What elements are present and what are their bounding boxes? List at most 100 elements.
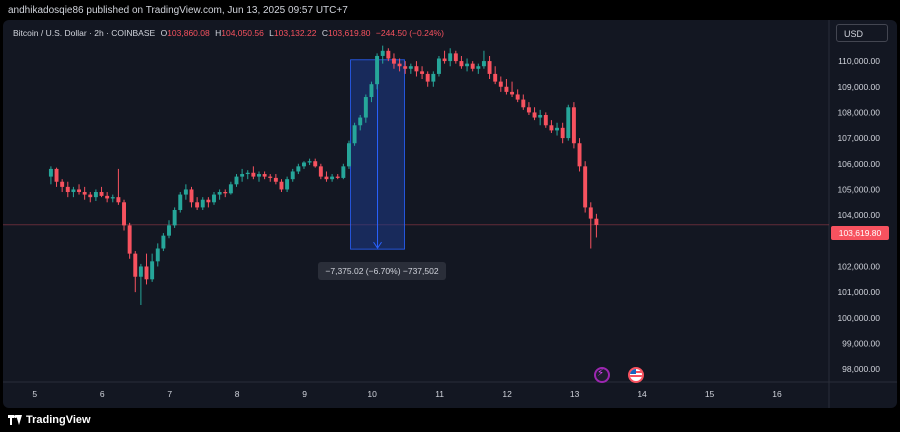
time-axis: 5 6 7 8 9 10 11 12 13 14 15 16 — [32, 389, 782, 399]
candle-body — [223, 192, 228, 194]
candle-body — [588, 207, 593, 219]
candle-body — [425, 73, 430, 82]
tradingview-logo[interactable]: TradingView — [8, 414, 91, 426]
candle-body — [296, 166, 301, 172]
candle-body — [555, 127, 560, 131]
y-tick-label: 107,000.00 — [837, 133, 880, 143]
candle-body — [543, 114, 548, 126]
candle-body — [48, 168, 53, 177]
candle-body — [493, 73, 498, 82]
candle-body — [234, 176, 239, 185]
candle-body — [217, 192, 222, 195]
candle-body — [532, 112, 537, 118]
y-tick-label: 100,000.00 — [837, 313, 880, 323]
chart-panel[interactable]: 111,000.00110,000.00109,000.00108,000.00… — [3, 20, 897, 408]
candle-body — [397, 63, 402, 67]
x-tick-label: 15 — [705, 389, 715, 399]
candle-body — [414, 66, 419, 72]
open-label: O — [160, 28, 168, 38]
y-tick-label: 98,000.00 — [842, 364, 880, 374]
x-tick-label: 14 — [637, 389, 647, 399]
candle-body — [206, 199, 211, 203]
candle-body — [167, 225, 171, 236]
lightning-event-icon[interactable] — [594, 367, 610, 383]
candle-body — [313, 161, 318, 167]
open-value: 103,860.08 — [167, 28, 210, 38]
candle-body — [571, 107, 576, 144]
x-tick-label: 5 — [32, 389, 37, 399]
y-tick-label: 101,000.00 — [837, 287, 880, 297]
candle-body — [470, 63, 475, 69]
x-tick-label: 11 — [435, 389, 444, 399]
candle-body — [251, 172, 256, 177]
y-tick-label: 110,000.00 — [838, 56, 880, 66]
candle-body — [257, 174, 261, 177]
candle-body — [476, 66, 481, 69]
candle-body — [510, 91, 515, 95]
candlestick-chart[interactable]: 111,000.00110,000.00109,000.00108,000.00… — [3, 20, 897, 408]
candle-body — [183, 189, 188, 195]
candle-body — [487, 61, 492, 74]
candle-body — [549, 125, 554, 131]
grid — [3, 20, 897, 408]
candle-body — [515, 94, 520, 100]
current-price-tag: 103,619.80 — [831, 226, 889, 240]
measure-tool — [350, 59, 405, 250]
candle-body — [172, 209, 177, 226]
us-flag-event-icon[interactable] — [628, 367, 644, 383]
close-label: C — [321, 28, 328, 38]
currency-button[interactable]: USD — [836, 24, 888, 42]
change-value: −244.50 (−0.24%) — [375, 28, 444, 38]
candle-body — [420, 71, 425, 74]
candle-body — [82, 192, 87, 195]
candle-body — [481, 61, 486, 67]
candle-body — [560, 127, 565, 139]
candle-body — [369, 84, 374, 98]
candle-body — [341, 166, 346, 178]
candle-body — [161, 235, 166, 249]
candle-body — [133, 253, 138, 277]
x-tick-label: 6 — [100, 389, 105, 399]
candle-body — [453, 53, 458, 62]
measure-label: −7,375.02 (−6.70%) −737,502 — [318, 262, 446, 280]
candle-body — [448, 53, 453, 62]
candle-body — [318, 166, 323, 177]
candle-body — [504, 86, 509, 92]
candle-body — [408, 66, 413, 69]
candle-body — [526, 107, 531, 113]
candle-body — [189, 189, 194, 203]
candle-body — [391, 58, 396, 64]
x-tick-label: 9 — [302, 389, 307, 399]
candle-body — [279, 181, 284, 190]
candle-body — [245, 172, 250, 175]
candle-body — [358, 117, 363, 126]
symbol-legend: Bitcoin / U.S. Dollar · 2h · COINBASE O1… — [13, 28, 444, 38]
candle-body — [363, 97, 368, 118]
candle-body — [268, 176, 273, 178]
price-axis: 111,000.00110,000.00109,000.00108,000.00… — [837, 30, 880, 374]
y-tick-label: 99,000.00 — [842, 338, 880, 348]
candle-body — [403, 66, 408, 69]
candle-body — [583, 166, 588, 208]
candle-body — [65, 186, 70, 193]
candle-body — [330, 176, 335, 180]
candle-body — [127, 225, 132, 254]
candle-body — [431, 73, 436, 82]
symbol-name[interactable]: Bitcoin / U.S. Dollar · 2h · COINBASE — [13, 28, 156, 38]
candle-body — [138, 266, 143, 277]
candle-body — [375, 55, 380, 85]
candle-body — [521, 99, 526, 108]
bottom-brand-bar: TradingView — [0, 408, 900, 432]
candle-body — [498, 81, 503, 87]
tradingview-logo-icon — [8, 415, 22, 425]
candle-body — [54, 168, 59, 182]
low-value: 103,132.22 — [273, 28, 317, 38]
y-tick-label: 102,000.00 — [837, 261, 880, 271]
candle-body — [77, 189, 81, 193]
published-attribution: andhikadosqie86 published on TradingView… — [8, 5, 348, 16]
candle-body — [307, 161, 312, 163]
candle-body — [459, 61, 464, 67]
candle-body — [442, 58, 447, 62]
y-tick-label: 106,000.00 — [837, 159, 880, 169]
candle-body — [93, 192, 98, 198]
